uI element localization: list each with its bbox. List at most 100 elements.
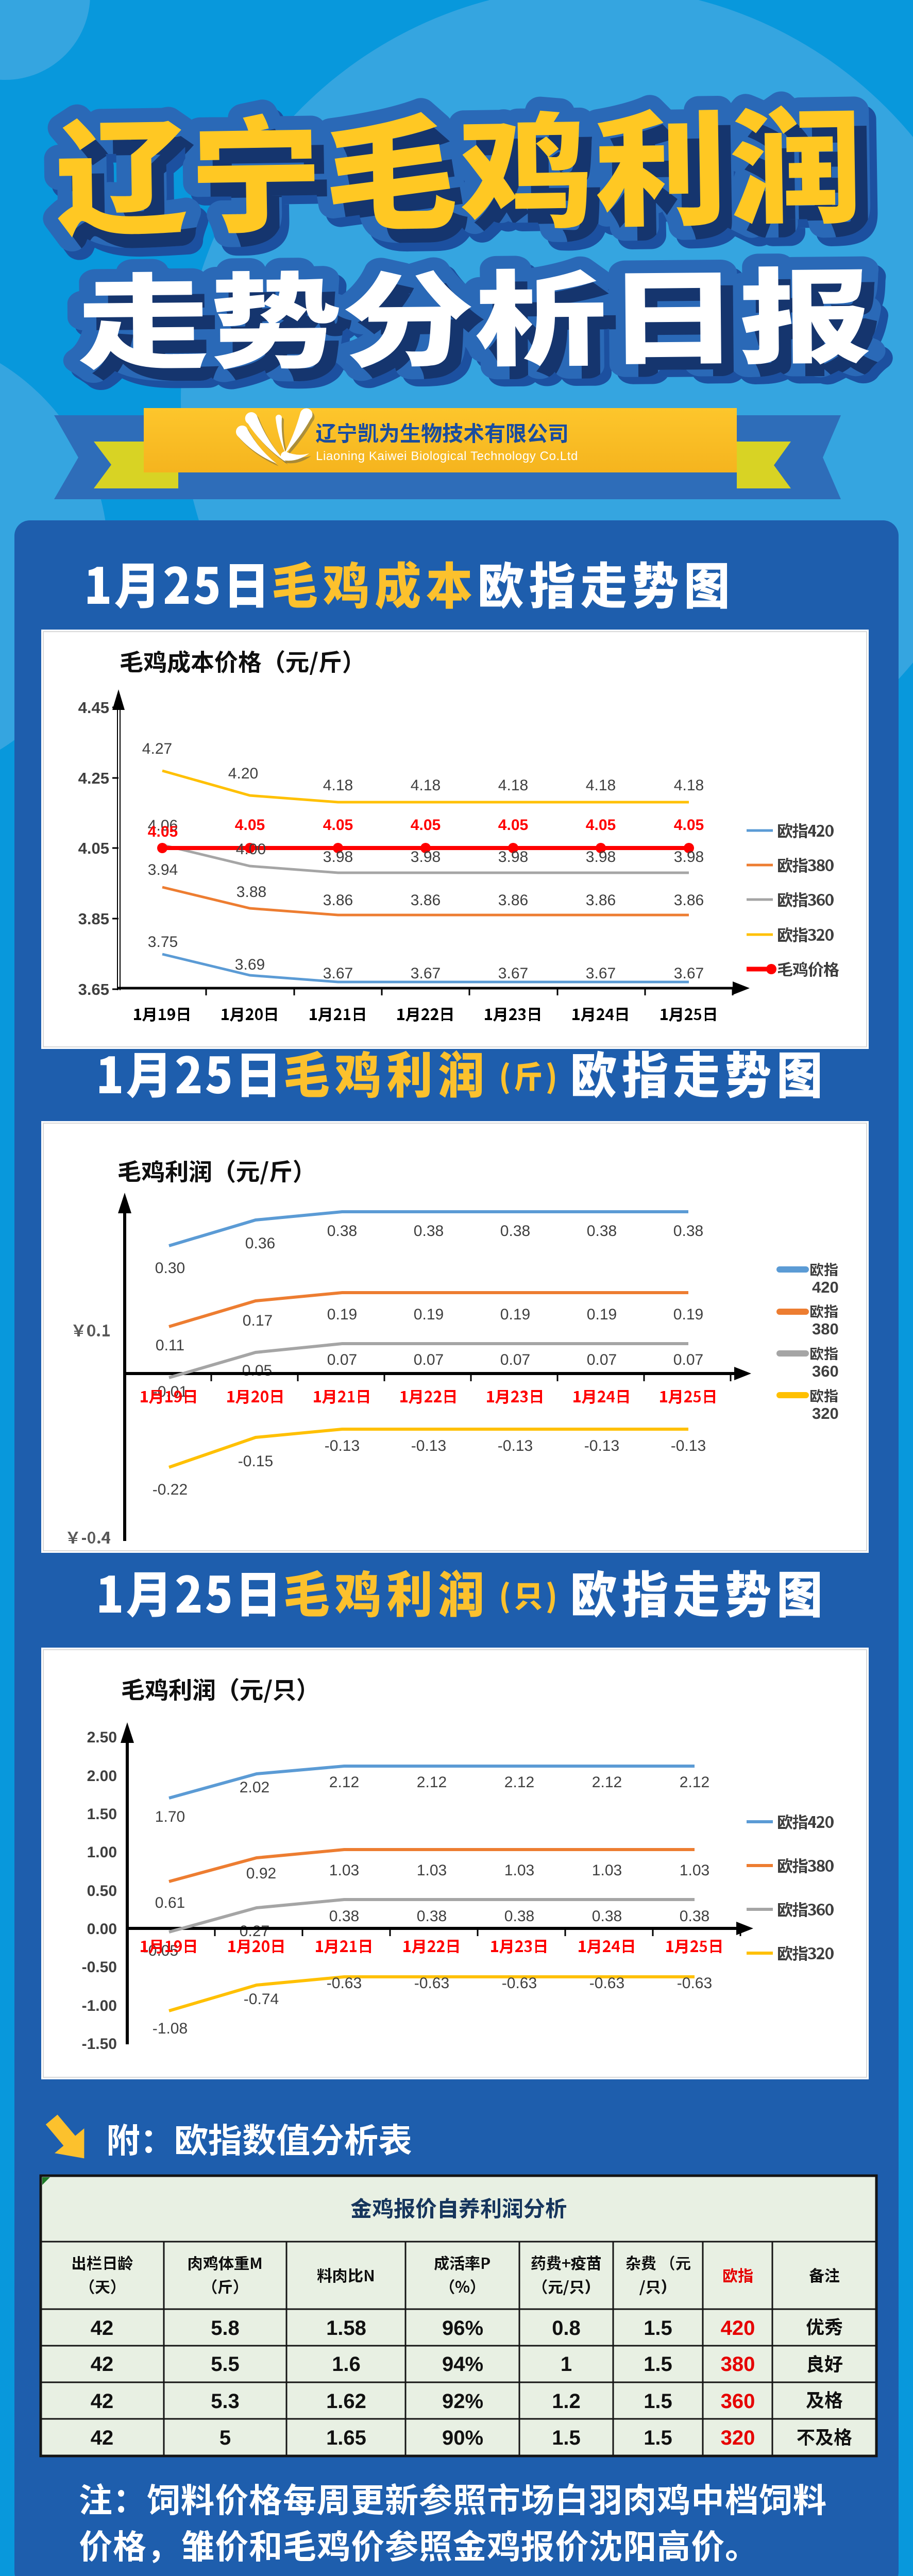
svg-text:4.06: 4.06: [148, 817, 178, 834]
svg-text:0.38: 0.38: [417, 1908, 447, 1925]
svg-text:42: 42: [91, 2427, 114, 2449]
svg-text:4.27: 4.27: [142, 740, 172, 757]
svg-text:0.27: 0.27: [240, 1923, 269, 1940]
svg-text:-0.13: -0.13: [325, 1437, 360, 1454]
svg-text:320: 320: [721, 2427, 755, 2449]
svg-text:1: 1: [561, 2353, 572, 2376]
svg-text:0.38: 0.38: [327, 1223, 357, 1240]
svg-text:360: 360: [721, 2390, 755, 2413]
svg-text:42: 42: [91, 2317, 114, 2340]
svg-text:4.05: 4.05: [78, 839, 109, 857]
svg-text:1.03: 1.03: [504, 1862, 534, 1879]
svg-text:1.03: 1.03: [329, 1862, 359, 1879]
svg-text:0.50: 0.50: [87, 1883, 117, 1900]
svg-text:-0.74: -0.74: [244, 1991, 279, 2008]
svg-text:-0.22: -0.22: [153, 1481, 188, 1498]
svg-text:0.19: 0.19: [414, 1306, 444, 1323]
svg-text:3.67: 3.67: [411, 965, 441, 982]
svg-text:-0.63: -0.63: [414, 1975, 449, 1992]
svg-text:0.38: 0.38: [680, 1908, 709, 1925]
svg-text:0.38: 0.38: [504, 1908, 534, 1925]
svg-text:1.03: 1.03: [680, 1862, 709, 1879]
svg-text:1.58: 1.58: [326, 2317, 366, 2340]
svg-text:2.12: 2.12: [680, 1774, 709, 1791]
svg-text:-1.08: -1.08: [153, 2020, 188, 2037]
svg-text:-1.50: -1.50: [82, 2036, 117, 2053]
svg-text:0.38: 0.38: [673, 1223, 703, 1240]
svg-text:0.11: 0.11: [156, 1337, 184, 1354]
svg-text:0.19: 0.19: [673, 1306, 703, 1323]
svg-text:42: 42: [91, 2353, 114, 2376]
svg-text:-0.50: -0.50: [82, 1959, 117, 1976]
svg-text:-0.63: -0.63: [589, 1975, 624, 1992]
svg-text:2.12: 2.12: [329, 1774, 359, 1791]
svg-text:0.07: 0.07: [414, 1351, 444, 1368]
svg-text:4.18: 4.18: [498, 777, 528, 794]
svg-text:3.98: 3.98: [498, 849, 528, 866]
svg-text:-0.13: -0.13: [671, 1437, 706, 1454]
svg-text:3.69: 3.69: [235, 956, 265, 973]
svg-text:3.65: 3.65: [78, 980, 109, 998]
svg-text:0.38: 0.38: [414, 1223, 444, 1240]
svg-text:0.07: 0.07: [673, 1351, 703, 1368]
svg-text:380: 380: [812, 1320, 839, 1338]
svg-text:4.45: 4.45: [78, 699, 109, 717]
svg-text:4.05: 4.05: [586, 817, 616, 834]
svg-text:3.98: 3.98: [586, 849, 616, 866]
svg-text:-0.63: -0.63: [502, 1975, 537, 1992]
svg-text:0.05: 0.05: [242, 1362, 272, 1379]
svg-text:420: 420: [812, 1278, 839, 1296]
svg-text:2.12: 2.12: [504, 1774, 534, 1791]
svg-text:0.36: 0.36: [245, 1235, 275, 1252]
svg-text:380: 380: [721, 2353, 755, 2376]
svg-text:1.00: 1.00: [87, 1844, 117, 1861]
svg-text:4.18: 4.18: [411, 777, 441, 794]
svg-text:1.70: 1.70: [155, 1808, 185, 1825]
svg-text:2.12: 2.12: [592, 1774, 622, 1791]
svg-text:Liaoning Kaiwei Biological Tec: Liaoning Kaiwei Biological Technology Co…: [316, 449, 578, 463]
svg-text:4.05: 4.05: [323, 817, 353, 834]
svg-text:4.18: 4.18: [323, 777, 353, 794]
svg-text:0.07: 0.07: [587, 1351, 617, 1368]
svg-text:5.5: 5.5: [211, 2353, 240, 2376]
svg-text:-0.63: -0.63: [677, 1975, 712, 1992]
svg-text:0.19: 0.19: [587, 1306, 617, 1323]
svg-text:-1.00: -1.00: [82, 1997, 117, 2014]
svg-text:3.67: 3.67: [674, 965, 704, 982]
svg-text:1.03: 1.03: [592, 1862, 622, 1879]
svg-text:1.03: 1.03: [417, 1862, 447, 1879]
svg-text:0.38: 0.38: [587, 1223, 617, 1240]
svg-text:1.50: 1.50: [87, 1806, 117, 1823]
svg-text:360: 360: [812, 1362, 839, 1380]
svg-text:3.67: 3.67: [323, 965, 353, 982]
svg-text:3.75: 3.75: [148, 934, 178, 951]
svg-text:3.86: 3.86: [411, 892, 441, 909]
svg-text:-0.15: -0.15: [238, 1453, 273, 1470]
svg-text:0.07: 0.07: [327, 1351, 357, 1368]
svg-text:90%: 90%: [442, 2427, 483, 2449]
svg-text:-0.13: -0.13: [411, 1437, 446, 1454]
svg-text:3.98: 3.98: [323, 849, 353, 866]
svg-text:0.61: 0.61: [155, 1894, 185, 1911]
svg-text:3.88: 3.88: [236, 884, 266, 901]
svg-text:4.20: 4.20: [228, 765, 258, 782]
svg-text:2.12: 2.12: [417, 1774, 447, 1791]
svg-text:0.38: 0.38: [592, 1908, 622, 1925]
svg-text:2.00: 2.00: [87, 1768, 117, 1785]
svg-text:3.67: 3.67: [498, 965, 528, 982]
svg-text:4.00: 4.00: [236, 841, 266, 858]
svg-text:1.5: 1.5: [644, 2390, 672, 2413]
svg-text:4.25: 4.25: [78, 769, 109, 787]
svg-text:1.62: 1.62: [326, 2390, 366, 2413]
svg-text:3.67: 3.67: [586, 965, 616, 982]
svg-text:94%: 94%: [442, 2353, 483, 2376]
svg-text:3.86: 3.86: [674, 892, 704, 909]
svg-text:4.05: 4.05: [674, 817, 704, 834]
svg-text:3.86: 3.86: [498, 892, 528, 909]
svg-text:4.18: 4.18: [586, 777, 616, 794]
svg-text:96%: 96%: [442, 2317, 483, 2340]
svg-text:1.6: 1.6: [332, 2353, 361, 2376]
svg-text:0.19: 0.19: [500, 1306, 530, 1323]
svg-text:3.98: 3.98: [674, 849, 704, 866]
svg-text:0.07: 0.07: [500, 1351, 530, 1368]
